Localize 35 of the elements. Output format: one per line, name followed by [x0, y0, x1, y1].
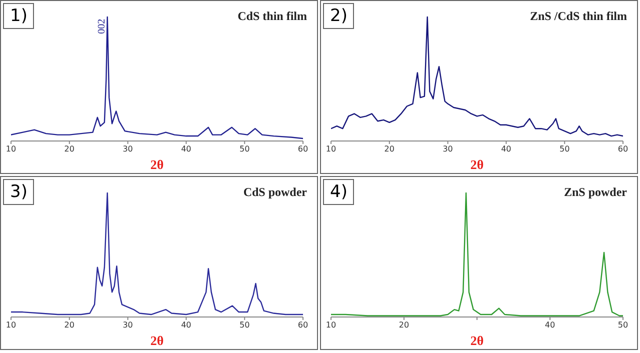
chart-title: ZnS /CdS thin film	[530, 9, 627, 24]
x-tick-label: 60	[298, 320, 308, 330]
x-axis-title: 2θ	[470, 157, 484, 172]
chart-title: CdS powder	[243, 185, 307, 200]
x-tick-label: 60	[298, 144, 308, 154]
x-tick-label: 40	[181, 144, 192, 154]
x-tick-label: 30	[442, 144, 453, 154]
annotation: 2)	[323, 3, 354, 29]
x-tick-label: 20	[64, 144, 74, 154]
x-tick-label: 40	[544, 320, 556, 330]
chart-title: CdS thin film	[238, 9, 307, 24]
x-tick-label: 30	[122, 320, 133, 330]
x-tick-label: 20	[384, 144, 394, 154]
x-tick-label: 10	[326, 144, 336, 154]
annotation: 4)	[323, 179, 354, 205]
annotation: 1)	[3, 3, 34, 29]
x-tick-label: 50	[560, 144, 570, 154]
x-axis-title: 2θ	[150, 157, 164, 172]
x-tick-label: 50	[618, 320, 628, 330]
x-tick-label: 50	[240, 144, 250, 154]
x-tick-label: 40	[501, 144, 512, 154]
x-tick-label: 10	[6, 320, 16, 330]
x-tick-label: 30	[122, 144, 133, 154]
x-axis-title: 2θ	[470, 333, 484, 348]
x-tick-label: 50	[240, 320, 250, 330]
x-tick-label: 40	[181, 320, 192, 330]
x-tick-label: 10	[6, 144, 16, 154]
x-axis-title: 2θ	[150, 333, 164, 348]
x-tick-label: 10	[326, 320, 336, 330]
annotation: 3)	[3, 179, 34, 205]
annotation: 002	[96, 18, 108, 34]
x-tick-label: 60	[618, 144, 628, 154]
chart-title: ZnS powder	[564, 185, 627, 200]
x-tick-label: 20	[64, 320, 74, 330]
x-tick-label: 20	[398, 320, 410, 330]
